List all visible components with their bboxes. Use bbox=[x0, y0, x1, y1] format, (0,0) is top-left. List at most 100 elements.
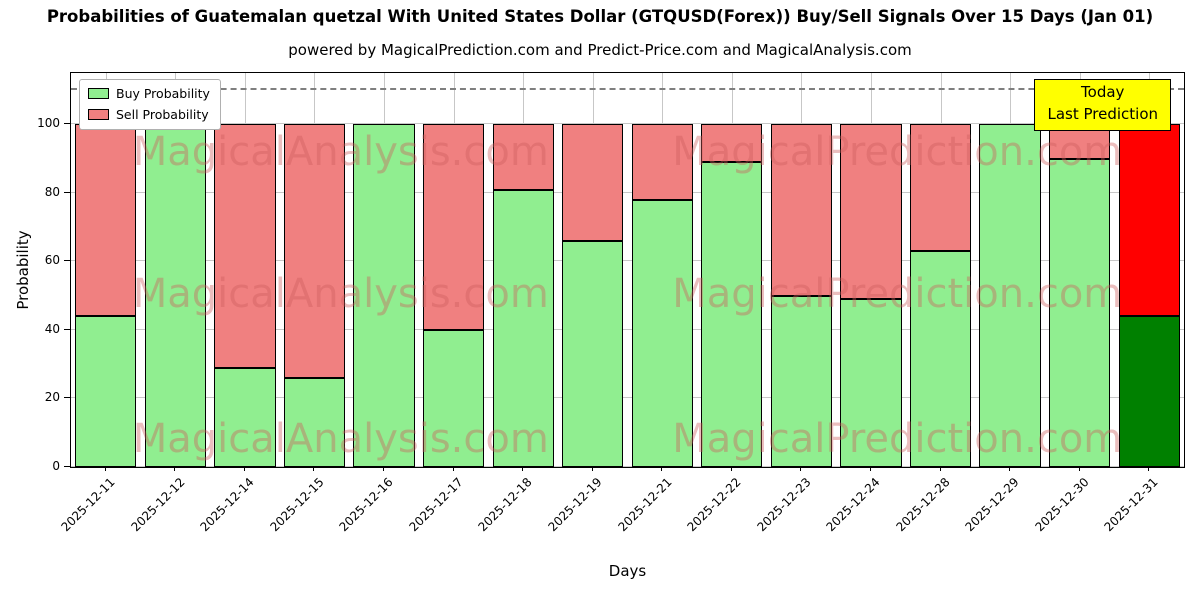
buy-bar-segment bbox=[770, 295, 832, 467]
sell-bar-segment bbox=[701, 124, 763, 163]
today-annotation: Today Last Prediction bbox=[1034, 79, 1171, 131]
threshold-dashed-line bbox=[71, 88, 1184, 91]
gridline-horizontal bbox=[71, 191, 1184, 193]
x-tick-mark bbox=[591, 466, 593, 471]
x-tick-mark bbox=[522, 466, 524, 471]
bar-layer bbox=[71, 73, 1184, 467]
x-tick-label: 2025-12-31 bbox=[1101, 475, 1162, 535]
x-tick-label: 2025-12-23 bbox=[754, 475, 814, 535]
y-tick-label: 0 bbox=[52, 459, 60, 473]
sell-bar-segment bbox=[283, 124, 346, 378]
watermark-text: MagicalAnalysis.com bbox=[132, 270, 549, 317]
sell-bar-segment bbox=[1118, 124, 1180, 317]
y-tick-label: 40 bbox=[44, 321, 60, 336]
buy-bar-segment bbox=[840, 299, 902, 467]
x-tick-mark bbox=[452, 466, 454, 471]
sell-bar-segment bbox=[562, 124, 624, 241]
legend-swatch bbox=[88, 109, 109, 120]
y-tick-label: 100 bbox=[37, 116, 60, 131]
watermark-row: MagicalAnalysis.com MagicalPrediction.com bbox=[71, 129, 1184, 175]
buy-bar-segment bbox=[353, 124, 415, 467]
x-tick-label: 2025-12-14 bbox=[197, 475, 257, 535]
watermark-text: MagicalAnalysis.com bbox=[132, 416, 549, 463]
x-tick-label: 2025-12-29 bbox=[962, 475, 1022, 535]
watermark-text: MagicalPrediction.com bbox=[672, 270, 1123, 317]
x-tick-mark bbox=[243, 466, 245, 471]
watermark-row: MagicalAnalysis.com MagicalPrediction.com bbox=[71, 416, 1184, 462]
buy-bar-segment bbox=[701, 162, 763, 467]
y-tick-mark bbox=[64, 191, 70, 193]
legend-item: Sell Probability bbox=[88, 107, 210, 122]
y-tick-mark bbox=[64, 466, 70, 467]
x-tick-label: 2025-12-11 bbox=[58, 475, 118, 535]
legend-item: Buy Probability bbox=[88, 86, 210, 101]
x-tick-label: 2025-12-21 bbox=[614, 475, 675, 535]
x-tick-mark bbox=[661, 466, 663, 471]
x-tick-mark bbox=[313, 466, 315, 471]
x-axis-label: Days bbox=[608, 562, 647, 580]
buy-bar-segment bbox=[562, 240, 624, 467]
annotation-line2: Last Prediction bbox=[1047, 104, 1158, 123]
y-tick-mark bbox=[64, 397, 70, 399]
buy-bar-segment bbox=[631, 199, 693, 467]
watermark-text: MagicalPrediction.com bbox=[672, 128, 1123, 175]
sell-bar-segment bbox=[631, 124, 693, 200]
x-tick-label: 2025-12-12 bbox=[128, 475, 188, 535]
buy-bar-segment bbox=[214, 367, 276, 467]
gridline-horizontal bbox=[71, 466, 1184, 467]
x-tick-mark bbox=[730, 466, 732, 471]
watermark-layer: MagicalAnalysis.com MagicalPrediction.com… bbox=[71, 73, 1184, 467]
sell-bar-segment bbox=[422, 124, 485, 330]
legend-swatch bbox=[88, 88, 109, 99]
sell-bar-segment bbox=[214, 124, 276, 368]
x-tick-label: 2025-12-15 bbox=[267, 475, 327, 535]
chart-title: Probabilities of Guatemalan quetzal With… bbox=[46, 7, 1154, 26]
watermark-row: MagicalAnalysis.com MagicalPrediction.com bbox=[71, 271, 1184, 317]
watermark-text: MagicalPrediction.com bbox=[672, 416, 1123, 463]
x-tick-label: 2025-12-19 bbox=[545, 475, 605, 535]
gridline-horizontal bbox=[71, 123, 1184, 125]
y-tick-label: 80 bbox=[44, 184, 60, 199]
legend: Buy Probability Sell Probability bbox=[79, 79, 221, 130]
annotation-line1: Today bbox=[1081, 83, 1125, 101]
y-tick-mark bbox=[64, 328, 70, 330]
plot-area: MagicalAnalysis.com MagicalPrediction.com… bbox=[70, 72, 1185, 468]
legend-label: Buy Probability bbox=[116, 86, 210, 101]
x-tick-mark bbox=[939, 466, 941, 471]
x-tick-mark bbox=[104, 466, 106, 471]
y-tick-mark bbox=[64, 123, 70, 125]
buy-bar-segment bbox=[492, 189, 554, 467]
sell-bar-segment bbox=[492, 124, 554, 190]
x-tick-mark bbox=[800, 466, 802, 471]
buy-bar-segment bbox=[283, 377, 346, 467]
y-tick-label: 20 bbox=[44, 390, 60, 405]
x-tick-label: 2025-12-18 bbox=[475, 475, 536, 535]
buy-bar-segment bbox=[909, 251, 972, 467]
x-tick-label: 2025-12-30 bbox=[1032, 475, 1092, 535]
chart-subtitle: powered by MagicalPrediction.com and Pre… bbox=[288, 41, 912, 59]
x-tick-mark bbox=[1009, 466, 1011, 471]
x-tick-mark bbox=[869, 466, 871, 471]
buy-bar-segment bbox=[1118, 316, 1180, 467]
sell-bar-segment bbox=[840, 124, 902, 300]
buy-bar-segment bbox=[979, 124, 1041, 467]
legend-label: Sell Probability bbox=[116, 107, 209, 122]
x-tick-label: 2025-12-16 bbox=[336, 475, 396, 535]
x-tick-label: 2025-12-17 bbox=[406, 475, 466, 535]
sell-bar-segment bbox=[770, 124, 832, 296]
x-tick-mark bbox=[1148, 466, 1150, 471]
sell-bar-segment bbox=[909, 124, 972, 252]
sell-bar-segment bbox=[75, 124, 137, 317]
gridline-horizontal bbox=[71, 328, 1184, 330]
y-tick-mark bbox=[64, 260, 70, 262]
y-tick-label: 60 bbox=[44, 253, 60, 268]
gridline-horizontal bbox=[71, 397, 1184, 399]
x-tick-mark bbox=[1078, 466, 1080, 471]
buy-bar-segment bbox=[144, 124, 206, 467]
x-tick-label: 2025-12-24 bbox=[823, 475, 883, 535]
x-tick-label: 2025-12-28 bbox=[893, 475, 953, 535]
x-tick-label: 2025-12-22 bbox=[684, 475, 744, 535]
gridline-horizontal bbox=[71, 260, 1184, 262]
x-tick-mark bbox=[383, 466, 385, 471]
